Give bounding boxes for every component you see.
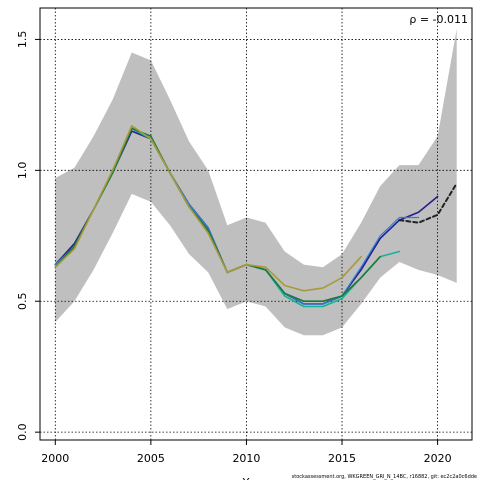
x-tick-label: 2010: [232, 452, 260, 465]
x-tick-label: 2005: [137, 452, 165, 465]
series-line-5: [54, 125, 362, 292]
y-tick-label: 1.0: [16, 162, 29, 180]
x-tick-label: 2020: [424, 452, 452, 465]
y-tick-label: 1.5: [16, 31, 29, 49]
y-axis: 0.0 0.5 1.0 1.5: [16, 31, 40, 441]
confidence-band: [55, 28, 457, 336]
series-layer: [54, 125, 458, 308]
x-axis: 2000 2005 2010 2015 2020: [41, 440, 452, 465]
footer-credit: stockassessment.org, WKGREEN_GRI_N_14BC,…: [292, 474, 477, 480]
x-axis-title: Y: [242, 476, 250, 480]
x-tick-label: 2015: [328, 452, 356, 465]
y-tick-label: 0.5: [16, 292, 29, 310]
rho-annotation: ρ = -0.011: [409, 13, 468, 26]
series-line-6: [398, 182, 458, 224]
y-tick-label: 0.0: [16, 423, 29, 441]
x-tick-label: 2000: [41, 452, 69, 465]
plot-frame: [39, 7, 473, 441]
confidence-band-layer: [55, 28, 457, 336]
